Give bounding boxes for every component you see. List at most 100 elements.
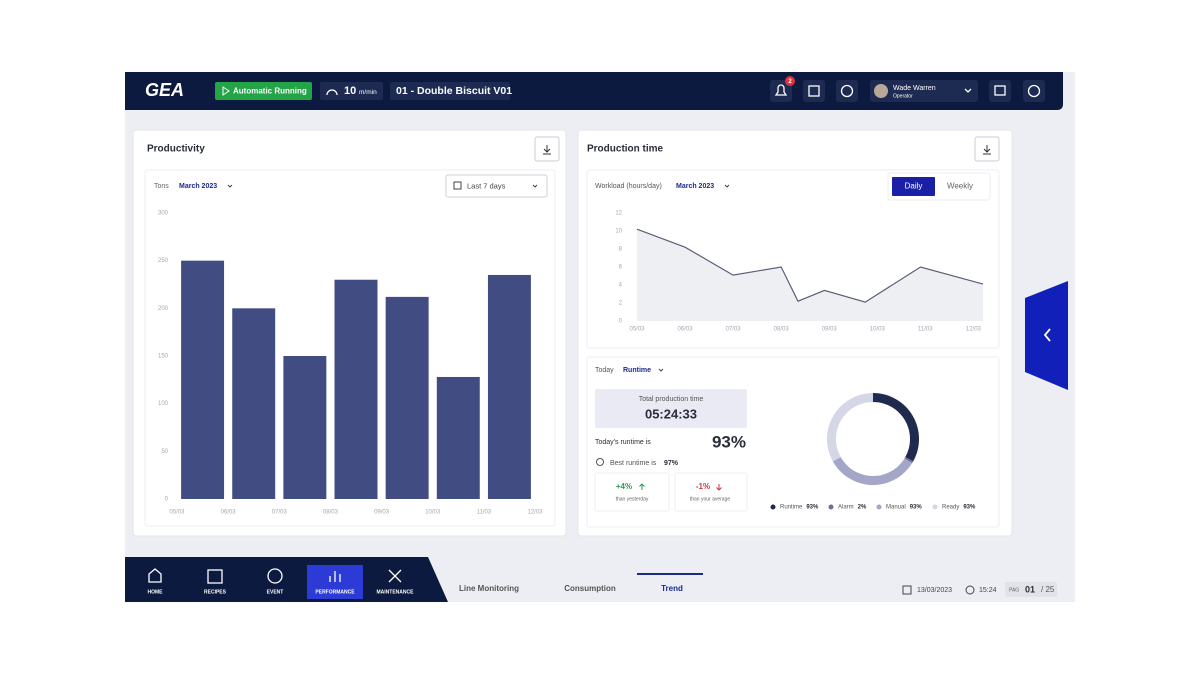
- bar: [334, 279, 378, 499]
- bar: [181, 260, 225, 499]
- x-tick-label: 10/03: [425, 510, 441, 516]
- footer-time: 15:24: [979, 587, 997, 594]
- y-tick-label: 200: [158, 306, 169, 312]
- bar: [283, 356, 327, 499]
- chevron: [658, 368, 664, 372]
- nav-label[interactable]: PERFORMANCE: [315, 589, 355, 595]
- legend-label: Alarm: [838, 505, 854, 511]
- chevron: [532, 184, 538, 188]
- x-tick-label: 12/03: [966, 327, 982, 333]
- legend-value: 93%: [910, 505, 923, 511]
- pager-label: PAG: [1009, 587, 1019, 593]
- up-arrow: [639, 483, 645, 490]
- x-tick-label: 08/03: [323, 510, 339, 516]
- total-label: Total production time: [639, 396, 704, 403]
- legend-value: 93%: [806, 505, 819, 511]
- y-tick-label: 250: [158, 258, 169, 264]
- bar: [385, 296, 429, 499]
- nav-label[interactable]: EVENT: [267, 589, 284, 595]
- x-tick-label: 08/03: [774, 327, 790, 333]
- bottom-nav: [125, 557, 448, 602]
- x-tick-label: 11/03: [918, 327, 933, 333]
- user-name: Wade Warren: [893, 85, 936, 92]
- globe-icon: [1027, 84, 1041, 98]
- scan-button[interactable]: [803, 80, 825, 102]
- comparison-label: than yesterday: [616, 496, 649, 502]
- y-tick-label: 8: [619, 247, 623, 253]
- bar: [487, 274, 531, 499]
- user-role: Operator: [893, 93, 913, 99]
- y-tick-label: 6: [619, 265, 623, 271]
- speed-unit: m/min: [359, 89, 377, 96]
- tab-label[interactable]: Consumption: [564, 584, 616, 593]
- donut-segment: [904, 457, 914, 464]
- language-button[interactable]: [1023, 80, 1045, 102]
- speed-icon: [326, 89, 338, 96]
- line: [636, 228, 984, 303]
- recipes-icon: [207, 569, 223, 584]
- tabs: Line Monitoring Consumption Trend: [459, 584, 683, 593]
- range-text: Last 7 days: [467, 181, 506, 190]
- y-tick-label: 10: [615, 229, 622, 235]
- user-menu[interactable]: [870, 80, 978, 102]
- badge: [785, 76, 795, 86]
- bar: [232, 308, 276, 499]
- avatar: [874, 84, 888, 98]
- toggle-daily[interactable]: [892, 177, 935, 196]
- messages-button[interactable]: [989, 80, 1011, 102]
- nav-label[interactable]: MAINTENANCE: [377, 589, 415, 595]
- y-tick-label: 0: [619, 319, 623, 325]
- x-tick-label: 09/03: [822, 327, 838, 333]
- calendar-icon: [902, 585, 912, 595]
- help-button[interactable]: [836, 80, 858, 102]
- tab-label[interactable]: Line Monitoring: [459, 584, 519, 593]
- recipe-box: [390, 82, 510, 100]
- y-tick-label: 300: [158, 211, 169, 217]
- comparison-card: [674, 472, 748, 512]
- scan-icon: [808, 85, 820, 97]
- maintenance-icon: [388, 569, 402, 583]
- speed-value: 10: [344, 85, 356, 97]
- month-select[interactable]: March 2023: [676, 183, 714, 190]
- comparison-value: +4%: [616, 482, 632, 491]
- pager-total: / 25: [1041, 585, 1055, 594]
- status-button[interactable]: [215, 82, 312, 100]
- nav-label[interactable]: RECIPES: [204, 589, 227, 595]
- play-icon: [222, 86, 230, 96]
- tab-label[interactable]: Trend: [661, 584, 683, 593]
- y-tick-label: 4: [619, 283, 623, 289]
- x-tick-label: 09/03: [374, 510, 390, 516]
- event-icon: [267, 568, 283, 584]
- y-tick-label: 12: [615, 211, 622, 217]
- chevron-left: [1043, 328, 1051, 342]
- range-select[interactable]: [445, 174, 548, 198]
- help-icon: [840, 84, 854, 98]
- x-tick-label: 05/03: [169, 510, 185, 516]
- nav-labels: HOME RECIPES EVENT PERFORMANCE MAINTENANCE: [148, 589, 415, 595]
- x-tick-label: 12/03: [527, 510, 543, 516]
- legend-label: Runtime: [780, 505, 803, 511]
- notifications-button[interactable]: [770, 80, 792, 102]
- card-title: Productivity: [147, 144, 205, 155]
- home-icon: [148, 568, 162, 583]
- legend-label: Ready: [942, 505, 959, 511]
- nav-label[interactable]: HOME: [148, 589, 164, 595]
- x-tick-label: 06/03: [221, 510, 237, 516]
- comparison-label: than your average: [690, 496, 731, 502]
- comparison-value: -1%: [696, 482, 710, 491]
- y-tick-label: 150: [158, 354, 169, 360]
- toggle-label[interactable]: Weekly: [947, 182, 973, 191]
- legend-label: Manual: [886, 505, 906, 511]
- calendar-icon: [453, 181, 462, 190]
- bar: [436, 376, 480, 499]
- performance-icon: [329, 571, 341, 582]
- toggle-label: Daily: [905, 182, 923, 191]
- month-select[interactable]: March 2023: [179, 183, 217, 190]
- logo: GEA: [145, 80, 184, 100]
- x-tick-label: 10/03: [870, 327, 886, 333]
- workload-label: Workload (hours/day): [595, 183, 662, 190]
- download-icon: [983, 145, 991, 155]
- metric-select[interactable]: Runtime: [623, 367, 651, 374]
